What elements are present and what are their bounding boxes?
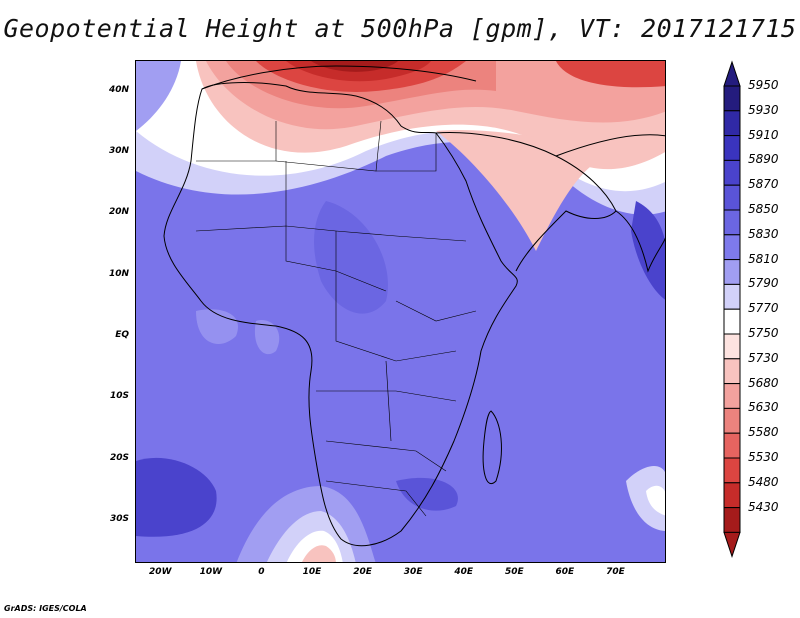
patch-sw-5890 xyxy=(136,457,217,537)
border-11 xyxy=(385,360,392,442)
colorbar-swatch xyxy=(723,457,741,484)
height-field-map xyxy=(136,61,665,562)
contour-nw-5810 xyxy=(136,61,181,131)
colorbar-level-label: 5830 xyxy=(748,226,779,241)
latitude-tick-label: 10N xyxy=(108,268,129,279)
colorbar-swatch xyxy=(723,234,741,261)
colorbar-swatch xyxy=(723,159,741,186)
asia-coastline xyxy=(555,134,665,157)
longitude-tick-label: 10W xyxy=(199,567,223,577)
patch-se-5790 xyxy=(626,466,665,531)
border-7 xyxy=(316,390,457,402)
colorbar-level-label: 5530 xyxy=(748,450,779,464)
colorbar-level-label: 5850 xyxy=(748,202,779,216)
latitude-tick-label: 20S xyxy=(109,452,129,463)
border-8 xyxy=(325,440,447,472)
longitude-tick-label: 40E xyxy=(454,567,474,577)
latitude-tick-label: EQ xyxy=(115,330,129,341)
colorbar-level-label: 5790 xyxy=(748,276,779,291)
madagascar-coastline xyxy=(482,410,502,484)
colorbar-boxes xyxy=(723,85,741,533)
colorbar-level-label: 5680 xyxy=(748,375,779,390)
colorbar-level-label: 5810 xyxy=(748,251,779,266)
colorbar-level-label: 5930 xyxy=(748,102,779,117)
colorbar-level-label: 5870 xyxy=(748,177,779,192)
colorbar-swatch xyxy=(723,85,741,112)
longitude-tick-label: 60E xyxy=(555,567,575,577)
latitude-tick-label: 30S xyxy=(109,514,129,525)
country-borders xyxy=(195,120,477,517)
map-panel xyxy=(135,60,666,563)
latitude-tick-label: 10S xyxy=(109,391,129,402)
patch-sahara-5850 xyxy=(314,201,388,314)
contour-ne-5530 xyxy=(556,61,665,88)
latitude-tick-label: 30N xyxy=(108,146,129,156)
longitude-tick-label: 10E xyxy=(302,567,322,577)
longitude-tick-label: 50E xyxy=(504,567,524,577)
border-9 xyxy=(325,480,427,517)
colorbar-level-label: 5950 xyxy=(748,78,779,92)
longitude-tick-label: 20E xyxy=(353,567,372,577)
colorbar-swatch xyxy=(723,383,741,409)
coastlines xyxy=(163,65,665,547)
colorbar-level-label: 5730 xyxy=(748,350,779,365)
colorbar-level-label: 5750 xyxy=(748,326,779,340)
colorbar-swatch xyxy=(723,358,741,385)
colorbar-swatch xyxy=(723,333,741,360)
latitude-tick-label: 40N xyxy=(108,84,129,95)
colorbar-swatch xyxy=(723,482,741,509)
colorbar-level-label: 5580 xyxy=(748,425,779,440)
border-3 xyxy=(376,133,437,172)
colorbar-swatch xyxy=(723,110,741,137)
colorbar-bottom-arrow xyxy=(723,531,741,558)
arabia-coastline xyxy=(435,132,617,272)
colorbar-swatch xyxy=(723,308,741,335)
patch-india-5890 xyxy=(631,201,665,300)
colorbar-swatch xyxy=(723,432,741,459)
longitude-tick-label: 70E xyxy=(606,567,625,577)
colorbar-swatch xyxy=(723,259,741,285)
longitude-tick-label: 0 xyxy=(258,567,265,577)
longitude-tick-label: 20W xyxy=(149,567,172,577)
patch-equator2-5810 xyxy=(254,320,280,355)
border-10 xyxy=(395,300,477,322)
colorbar-level-label: 5890 xyxy=(748,152,779,167)
colorbar-swatch xyxy=(723,209,741,236)
longitude-tick-label: 30E xyxy=(403,567,423,577)
europe-coastline xyxy=(201,65,477,90)
africa-coastline xyxy=(163,82,518,547)
border-6 xyxy=(335,231,457,362)
colorbar-level-label: 5770 xyxy=(748,301,779,316)
colorbar-swatch xyxy=(723,184,741,211)
grads-credit: GrADS: IGES/COLA xyxy=(4,604,87,613)
border-5 xyxy=(285,161,387,292)
colorbar-swatch xyxy=(723,407,741,434)
latitude-tick-label: 20N xyxy=(108,207,129,218)
patch-se-5770 xyxy=(646,485,665,516)
trough-5730 xyxy=(302,545,336,562)
colorbar-level-label: 5480 xyxy=(748,474,779,489)
colorbar-swatch xyxy=(723,135,741,161)
colorbar-level-label: 5910 xyxy=(748,127,779,142)
chart-title: Geopotential Height at 500hPa [gpm], VT:… xyxy=(3,14,797,43)
colorbar-swatch xyxy=(723,507,741,533)
colorbar-top-arrow xyxy=(723,60,741,87)
india-coastline xyxy=(615,210,665,273)
colorbar-level-label: 5430 xyxy=(748,499,779,514)
colorbar-level-label: 5630 xyxy=(748,400,779,415)
colorbar-swatch xyxy=(723,283,741,310)
